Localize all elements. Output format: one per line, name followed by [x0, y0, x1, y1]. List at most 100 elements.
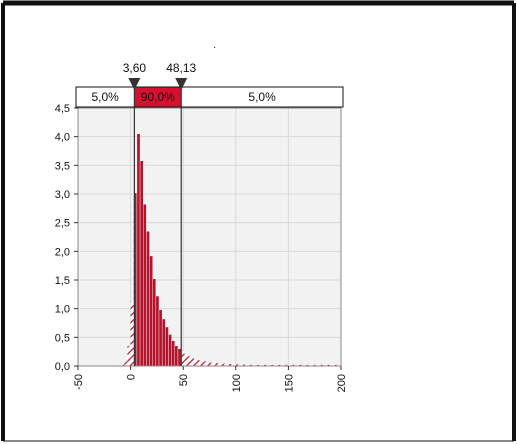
- y-tick-label: 0,5: [55, 332, 70, 344]
- histogram-bar: [158, 309, 163, 367]
- histogram-bar: [149, 255, 153, 367]
- y-tick-label: 2,0: [55, 246, 70, 258]
- histogram-bar: [332, 364, 336, 366]
- histogram-bar: [187, 356, 191, 366]
- band-left-label: 5,0%: [92, 90, 120, 104]
- percentile-markers[interactable]: 3,60 48,13: [123, 61, 197, 366]
- histogram-bar: [319, 364, 324, 366]
- x-tick-label: 150: [283, 374, 295, 392]
- histogram-bar: [184, 353, 188, 366]
- histogram-bar: [203, 361, 207, 366]
- y-tick-label: 4,5: [55, 103, 70, 115]
- stray-dot: ·: [213, 42, 216, 53]
- histogram-bar: [206, 361, 210, 366]
- histogram-bar: [196, 360, 201, 366]
- upper-marker-handle[interactable]: [175, 78, 188, 90]
- y-tick-label: 4,0: [55, 132, 70, 144]
- histogram-bar: [218, 363, 223, 366]
- histogram-bar: [326, 364, 330, 366]
- histogram-bar: [200, 360, 204, 366]
- band-outline: [75, 86, 344, 108]
- histogram-bar: [263, 364, 267, 366]
- histogram-bar: [130, 301, 134, 366]
- axes: 0,0 0,5 1,0 1,5 2,0 2,5 3,0 3,5 4,0 4,5 -50 0 50 100 1…: [55, 103, 348, 392]
- histogram-bar: [301, 364, 305, 366]
- histogram-bar: [307, 364, 311, 366]
- y-tick-label: 1,5: [55, 275, 70, 287]
- x-tick-label: 50: [178, 374, 190, 386]
- band-right-label: 5,0%: [248, 90, 276, 104]
- band-middle-label: 90,0%: [141, 90, 175, 104]
- histogram-bar: [310, 364, 314, 366]
- histogram-bar: [161, 318, 166, 367]
- histogram-bar: [193, 359, 197, 366]
- histogram-bar: [272, 364, 276, 366]
- plot-area: [78, 108, 341, 366]
- histogram-bar: [288, 364, 292, 366]
- histogram-bar: [256, 364, 260, 366]
- histogram-bar: [231, 364, 235, 366]
- histogram-bar: [294, 364, 298, 366]
- histogram-bar: [247, 364, 251, 366]
- histogram-bar: [143, 204, 147, 367]
- y-tick-label: 3,0: [55, 189, 70, 201]
- histogram-bar: [275, 364, 279, 366]
- histogram-bar: [121, 364, 125, 366]
- histogram-bar: [234, 364, 238, 366]
- histogram-bar: [174, 345, 179, 367]
- lower-marker-handle[interactable]: [128, 78, 141, 90]
- x-tick-label: -50: [73, 374, 85, 390]
- band-right-segment: [181, 87, 343, 107]
- histogram-bar: [222, 363, 226, 366]
- band-left-segment: [76, 87, 135, 107]
- histogram-bar: [335, 364, 339, 366]
- histogram-bar: [266, 364, 270, 366]
- histogram-bar: [165, 326, 169, 367]
- histogram-bar: [152, 278, 157, 367]
- histogram-bar: [297, 364, 302, 366]
- histogram-bar: [181, 351, 185, 366]
- histogram-bar: [250, 364, 254, 366]
- histogram-bar: [136, 133, 141, 367]
- histogram-bar: [253, 364, 257, 366]
- y-tick-label: 2,5: [55, 218, 70, 230]
- histogram-bar: [241, 364, 245, 366]
- y-tick-label: 1,0: [55, 304, 70, 316]
- histogram-bar: [278, 364, 283, 366]
- histogram-bar: [329, 364, 333, 366]
- histogram-bar: [237, 364, 242, 366]
- histogram-bar: [127, 345, 131, 366]
- histogram-bar: [269, 364, 273, 366]
- histogram-bar: [291, 364, 295, 366]
- histogram-bar: [316, 364, 320, 366]
- histogram-bar: [338, 364, 341, 366]
- histogram-bar: [313, 364, 317, 366]
- histogram-bar: [259, 364, 264, 366]
- upper-marker-label: 48,13: [166, 61, 196, 75]
- histogram-bar: [244, 364, 248, 366]
- histogram-bar: [168, 334, 172, 367]
- histogram-bar: [215, 363, 219, 366]
- histogram-bar: [155, 295, 160, 367]
- plot-border: [77, 107, 342, 367]
- histogram-bar: [304, 364, 308, 366]
- histogram-bar: [228, 363, 232, 366]
- x-tick-label: 100: [231, 374, 243, 392]
- histogram-bar: [212, 362, 216, 366]
- percentile-band: 5,0% 90,0% 5,0%: [75, 86, 344, 108]
- histogram-bar: [124, 361, 128, 366]
- histogram-bar: [171, 340, 175, 367]
- y-tick-label: 3,5: [55, 160, 70, 172]
- band-middle-segment: [134, 87, 182, 107]
- y-tick-label: 0,0: [55, 361, 70, 373]
- histogram-bar: [323, 364, 327, 366]
- histogram-bar: [177, 348, 182, 367]
- lower-marker-label: 3,60: [123, 61, 147, 75]
- histogram-bar: [139, 160, 144, 367]
- histogram-bar: [146, 231, 150, 367]
- histogram-bar: [282, 364, 286, 366]
- x-tick-label: 200: [336, 374, 348, 392]
- histogram-bar: [190, 357, 194, 366]
